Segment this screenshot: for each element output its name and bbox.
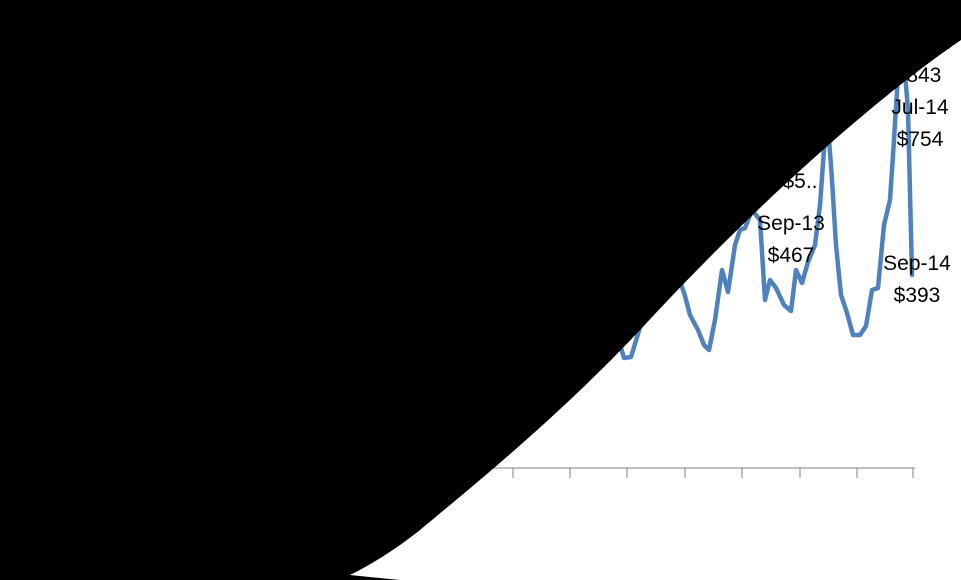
data-label-value: $393 [894,284,941,307]
data-label-date: Sep-14 [883,252,951,275]
series-layer [497,45,915,361]
data-label: Jul-14 $754 [891,96,949,151]
data-label: Sep-14 $393 [883,252,951,307]
data-label-value: $467 [768,244,815,267]
data-label-value: $754 [897,128,944,151]
data-label-date: Jul-14 [891,96,949,119]
data-label-date: Sep-13 [757,212,825,235]
series-line [497,45,915,361]
data-label: Sep-13 $467 [757,212,825,267]
